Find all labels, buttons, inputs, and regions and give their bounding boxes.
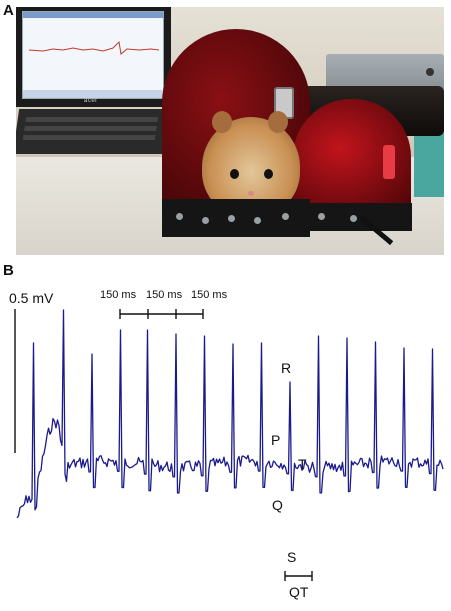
laptop-taskbar	[23, 90, 163, 98]
hamster-eye	[264, 169, 273, 179]
ecg-trace	[16, 309, 444, 519]
keyboard-row	[25, 117, 159, 122]
keyboard-row	[24, 126, 157, 131]
chamber-base-left	[162, 199, 310, 237]
keyboard-row	[22, 135, 156, 140]
ecg-recording: 0.5 mV 150 ms 150 ms 150 ms R P T Q S QT	[9, 289, 444, 600]
laptop-keyboard	[16, 109, 170, 154]
t-wave-label: T	[298, 456, 307, 472]
electrode-connector	[254, 217, 261, 224]
recording-chamber-right	[293, 99, 411, 209]
interval-label-3: 150 ms	[191, 289, 228, 301]
qt-interval-label: QT	[289, 584, 309, 600]
hamster-ear	[268, 111, 288, 133]
laptop-display	[22, 11, 164, 99]
hamster-nose	[248, 191, 254, 196]
interval-label-1: 150 ms	[100, 289, 137, 301]
laptop-titlebar	[23, 12, 163, 18]
electrode-connector	[282, 213, 289, 220]
laptop-brand-logo: acer	[84, 98, 98, 104]
interval-label-2: 150 ms	[146, 289, 183, 301]
electrode-connector	[350, 215, 357, 222]
p-wave-label: P	[271, 432, 280, 448]
chamber-reflection	[383, 145, 395, 179]
s-wave-label: S	[287, 549, 296, 565]
laptop-screen: acer	[16, 7, 171, 107]
electrode-connector	[318, 213, 325, 220]
amplifier-indicator	[426, 68, 434, 76]
panel-b-label: B	[3, 262, 14, 279]
electrode-connector	[202, 217, 209, 224]
panel-a-label: A	[3, 2, 14, 19]
instrument-panel	[414, 127, 444, 197]
hamster-ear	[212, 111, 232, 133]
q-wave-label: Q	[272, 497, 283, 513]
hamster-eye	[230, 169, 239, 179]
amplitude-scale-label: 0.5 mV	[9, 290, 54, 306]
electrode-connector	[228, 215, 235, 222]
recording-setup-photo: acer	[16, 7, 444, 255]
electrode-connector	[176, 213, 183, 220]
laptop-ecg-preview	[28, 40, 160, 55]
chamber-base-right	[300, 203, 412, 231]
r-wave-label: R	[281, 360, 291, 376]
